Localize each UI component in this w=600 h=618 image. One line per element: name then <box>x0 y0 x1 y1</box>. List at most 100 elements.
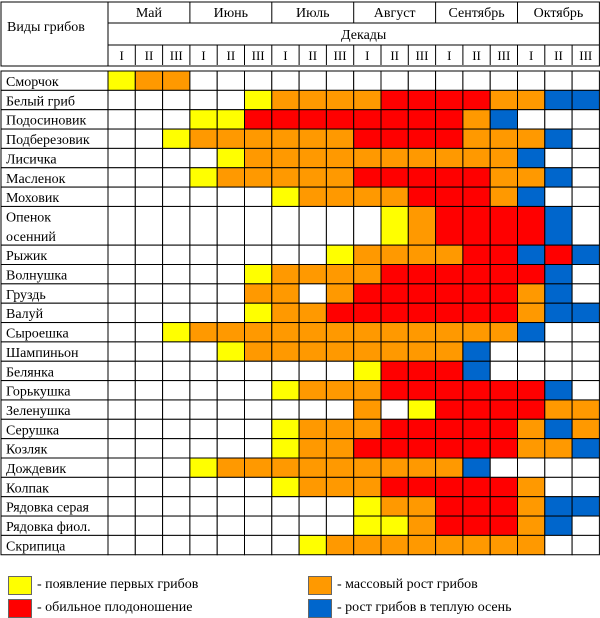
season-cell <box>216 496 245 517</box>
season-cell <box>134 476 164 498</box>
season-cell <box>353 283 382 304</box>
season-cell <box>271 167 300 188</box>
legend-label: - обильное плодоношение <box>37 600 193 615</box>
season-cell <box>134 438 164 459</box>
season-cell <box>298 476 327 498</box>
legend-swatch-red <box>8 598 32 618</box>
season-cell <box>544 70 573 91</box>
season-cell <box>571 457 600 478</box>
season-cell <box>407 438 437 459</box>
season-cell <box>162 205 191 246</box>
decade-label: I <box>119 48 123 63</box>
season-cell <box>435 360 464 382</box>
season-cell <box>517 302 546 324</box>
season-cell <box>162 534 191 556</box>
season-cell <box>462 476 491 498</box>
season-cell <box>517 186 546 207</box>
legend-label: - массовый рост грибов <box>337 577 478 592</box>
season-cell <box>107 515 136 536</box>
season-cell <box>107 167 136 188</box>
species-name: Груздь <box>6 288 46 303</box>
season-cell <box>298 89 327 111</box>
season-cell <box>380 70 409 91</box>
season-cell <box>489 399 519 420</box>
season-cell <box>162 244 191 265</box>
season-cell <box>353 476 382 498</box>
season-cell <box>134 496 164 517</box>
season-cell <box>244 476 273 498</box>
season-cell <box>544 457 573 478</box>
species-cell <box>0 205 109 246</box>
season-cell <box>353 418 382 440</box>
season-cell <box>407 418 437 440</box>
season-cell <box>325 360 355 382</box>
season-cell <box>271 399 300 420</box>
season-cell <box>134 89 164 111</box>
season-cell <box>353 302 382 324</box>
species-name: Волнушка <box>6 269 68 284</box>
season-cell <box>134 341 164 362</box>
season-cell <box>407 89 437 111</box>
species-name: Зеленушка <box>6 404 71 419</box>
month-label: Сентябрь <box>448 6 504 21</box>
season-cell <box>353 70 382 91</box>
season-cell <box>380 496 409 517</box>
season-cell <box>216 264 245 285</box>
species-name: Колпак <box>6 481 49 496</box>
season-cell <box>462 515 491 536</box>
season-cell <box>517 147 546 169</box>
season-cell <box>544 476 573 498</box>
season-cell <box>517 128 546 149</box>
season-cell <box>544 322 573 343</box>
season-cell <box>517 476 546 498</box>
season-cell <box>216 380 245 401</box>
season-cell <box>271 322 300 343</box>
season-cell <box>298 283 327 304</box>
season-cell <box>244 186 273 207</box>
season-cell <box>435 418 464 440</box>
season-cell <box>407 128 437 149</box>
season-cell <box>325 205 355 246</box>
season-cell <box>517 322 546 343</box>
species-name: Опенок <box>6 210 51 225</box>
season-cell <box>244 205 273 246</box>
season-cell <box>189 322 218 343</box>
season-cell <box>162 418 191 440</box>
season-cell <box>325 109 355 130</box>
season-cell <box>544 147 573 169</box>
season-cell <box>244 457 273 478</box>
season-cell <box>325 515 355 536</box>
season-cell <box>571 380 600 401</box>
legend-item-first: - появление первых грибов <box>8 575 198 595</box>
season-cell <box>189 341 218 362</box>
season-cell <box>544 186 573 207</box>
season-cell <box>407 186 437 207</box>
season-cell <box>380 457 409 478</box>
season-cell <box>298 360 327 382</box>
season-cell <box>353 205 382 246</box>
season-cell <box>107 322 136 343</box>
species-name: Подосиновик <box>6 114 86 129</box>
season-cell <box>107 264 136 285</box>
season-cell <box>189 109 218 130</box>
season-cell <box>325 128 355 149</box>
season-cell <box>407 380 437 401</box>
season-cell <box>462 399 491 420</box>
season-cell <box>571 341 600 362</box>
species-header: Виды грибов <box>7 20 85 35</box>
season-cell <box>189 186 218 207</box>
decade-label: III <box>497 48 510 63</box>
season-cell <box>271 89 300 111</box>
season-cell <box>571 244 600 265</box>
season-cell <box>489 147 519 169</box>
season-cell <box>517 89 546 111</box>
season-cell <box>244 399 273 420</box>
season-cell <box>489 244 519 265</box>
season-cell <box>435 205 464 246</box>
season-cell <box>353 244 382 265</box>
season-cell <box>107 457 136 478</box>
season-cell <box>571 283 600 304</box>
season-cell <box>435 89 464 111</box>
season-cell <box>189 167 218 188</box>
season-cell <box>544 438 573 459</box>
